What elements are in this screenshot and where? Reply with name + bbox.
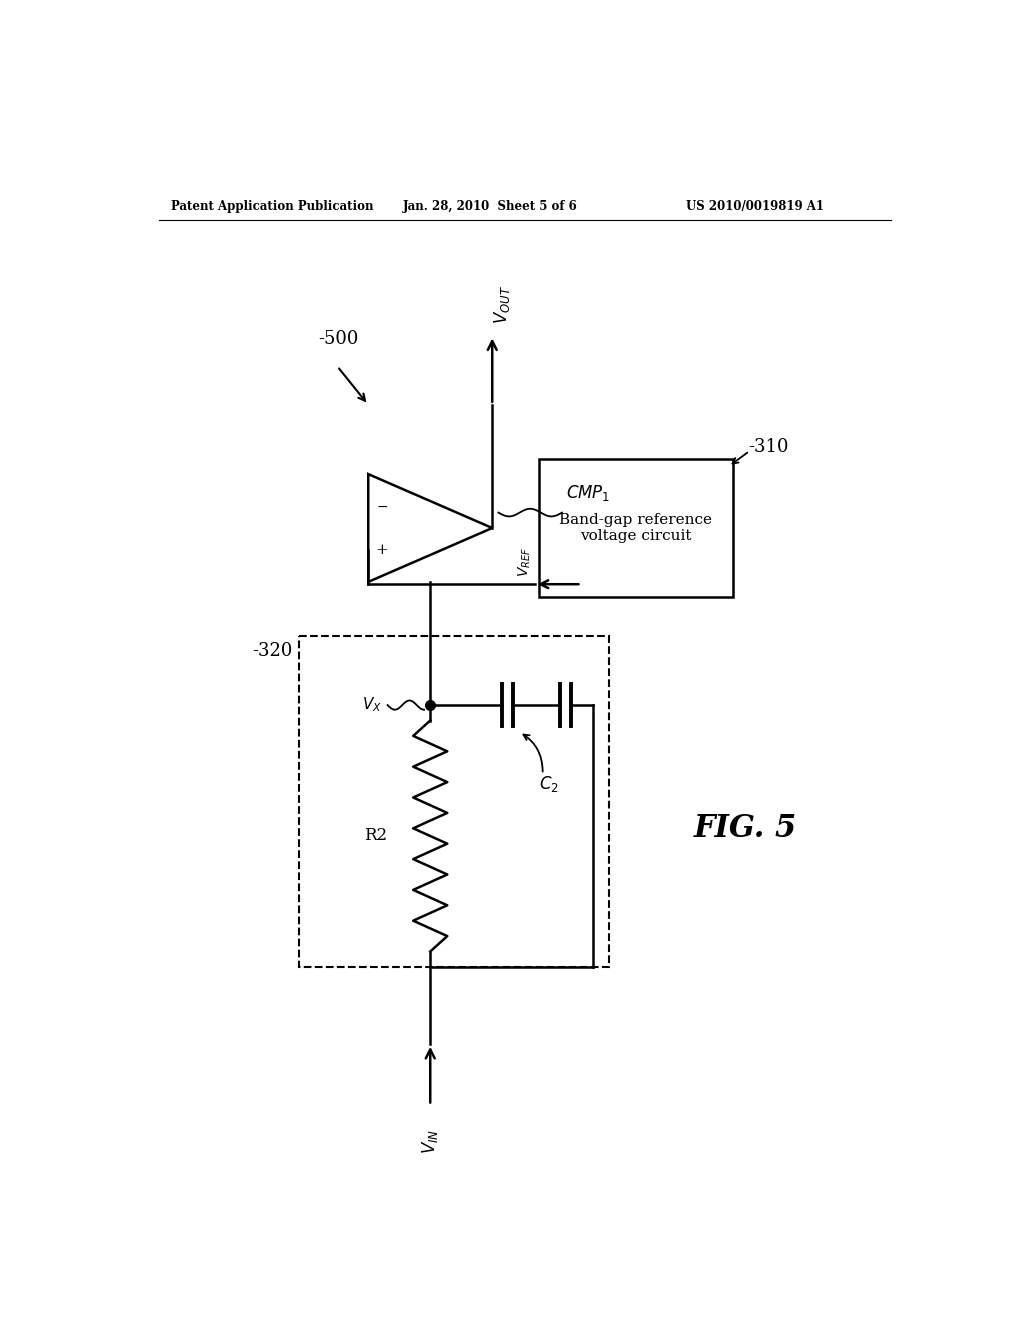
Text: $V_{IN}$: $V_{IN}$	[420, 1129, 440, 1154]
Text: Jan. 28, 2010  Sheet 5 of 6: Jan. 28, 2010 Sheet 5 of 6	[403, 199, 578, 213]
Text: -500: -500	[317, 330, 358, 348]
Text: +: +	[376, 543, 388, 557]
Text: FIG. 5: FIG. 5	[693, 813, 797, 843]
Text: −: −	[377, 499, 388, 513]
Text: $C_2$: $C_2$	[539, 775, 559, 795]
Bar	[539, 459, 732, 597]
Text: -320: -320	[252, 643, 292, 660]
Text: R2: R2	[365, 828, 388, 845]
Text: US 2010/0019819 A1: US 2010/0019819 A1	[686, 199, 824, 213]
Text: Band-gap reference
voltage circuit: Band-gap reference voltage circuit	[559, 513, 712, 543]
Text: $V_{REF}$: $V_{REF}$	[516, 546, 534, 577]
Text: $V_{OUT}$: $V_{OUT}$	[492, 285, 512, 323]
Text: Patent Application Publication: Patent Application Publication	[171, 199, 373, 213]
Text: -310: -310	[748, 438, 788, 457]
Text: $CMP_1$: $CMP_1$	[566, 483, 610, 503]
Text: $V_X$: $V_X$	[362, 696, 382, 714]
